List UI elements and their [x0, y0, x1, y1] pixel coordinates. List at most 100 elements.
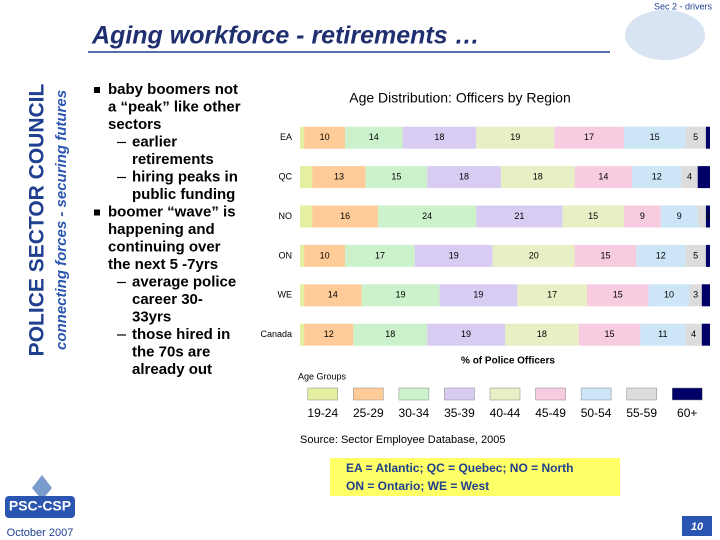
data-label: 19	[510, 132, 520, 142]
data-label: 18	[434, 132, 444, 142]
tagline: connecting forces - securing futures	[53, 90, 70, 350]
bar-segment	[304, 244, 346, 267]
data-label: 15	[605, 329, 615, 339]
bar-segment	[365, 166, 428, 189]
bullet-marker	[94, 209, 100, 216]
logo-box	[5, 496, 75, 518]
bar-segment	[361, 284, 440, 307]
bar-segment	[427, 323, 505, 346]
bar-segment	[705, 205, 710, 228]
bar-segment	[640, 323, 686, 346]
bar-segment	[312, 205, 378, 228]
bullet-marker	[94, 87, 100, 93]
chart-title: Age Distribution: Officers by Region	[349, 90, 571, 106]
legend-label: 45-49	[535, 406, 566, 420]
bullet-text: public funding	[132, 186, 235, 203]
bullet-text: 33yrs	[132, 308, 171, 325]
bar-segment	[574, 166, 633, 189]
bar-segment	[476, 126, 555, 149]
data-label: 5	[693, 132, 698, 142]
bar-segment	[500, 166, 575, 189]
bar-segment	[705, 126, 710, 149]
bullet-text: retirements	[132, 151, 214, 168]
bar-segment	[505, 323, 579, 346]
bar-segment	[300, 166, 313, 189]
legend-label: 40-44	[490, 406, 521, 420]
data-label: 16	[340, 211, 350, 221]
bar-segment	[689, 284, 702, 307]
data-label: 15	[391, 171, 401, 181]
bar-segment	[685, 126, 706, 149]
bar-segment	[427, 166, 501, 189]
bullet-text: average police	[132, 273, 236, 290]
data-label: 12	[656, 250, 666, 260]
bar-segment	[705, 244, 710, 267]
bar-segment	[304, 284, 362, 307]
bar-segment	[701, 323, 710, 346]
y-tick-label: EA	[280, 132, 292, 142]
data-label: 17	[375, 250, 385, 260]
note: EA = Atlantic; QC = Quebec; NO = North	[346, 461, 573, 475]
bar-segment	[697, 205, 706, 228]
x-axis-label: % of Police Officers	[461, 356, 555, 367]
legend-swatch	[580, 387, 612, 401]
data-label: 4	[691, 329, 696, 339]
bar-segment	[300, 126, 305, 149]
bar-segment	[587, 284, 649, 307]
bar-segment	[632, 166, 682, 189]
bar-segment	[304, 126, 346, 149]
section-label: Sec 2 - drivers	[654, 1, 713, 11]
data-label: 14	[328, 290, 338, 300]
bar-segment	[623, 126, 686, 149]
bar-segment	[636, 244, 686, 267]
legend-label: 35-39	[444, 406, 475, 420]
bullet-text: already out	[132, 361, 212, 378]
y-tick-label: Canada	[260, 329, 292, 339]
org-name: POLICE SECTOR COUNCIL	[26, 84, 49, 357]
legend-swatch	[489, 387, 521, 401]
legend-label: 25-29	[353, 406, 384, 420]
data-label: 15	[650, 132, 660, 142]
data-label: 19	[461, 329, 471, 339]
bullet-text: happening and	[108, 221, 215, 238]
data-label: 17	[547, 290, 557, 300]
note: ON = Ontario; WE = West	[346, 479, 489, 493]
data-label: 18	[385, 329, 395, 339]
legend-label: 30-34	[399, 406, 430, 420]
bar-segment	[578, 323, 641, 346]
bar-segment	[402, 126, 477, 149]
bar-segment	[574, 244, 637, 267]
data-label: 17	[584, 132, 594, 142]
bullet-text: a “peak” like other	[108, 98, 241, 115]
bar-segment	[377, 205, 477, 228]
data-label: 15	[588, 211, 598, 221]
data-label: 13	[334, 171, 344, 181]
data-label: 9	[640, 211, 645, 221]
bar-segment	[701, 284, 710, 307]
bar-segment	[345, 244, 415, 267]
bar-segment	[439, 284, 518, 307]
legend-swatch	[353, 387, 384, 401]
bullet-text: career 30-	[132, 291, 203, 308]
legend-swatch	[444, 387, 475, 401]
bar-segment	[300, 323, 305, 346]
data-label: 1	[705, 211, 710, 221]
bar-segment	[304, 323, 354, 346]
legend-label: 50-54	[581, 406, 612, 420]
legend-title: Age Groups	[298, 371, 347, 381]
bar-segment	[685, 323, 702, 346]
legend-label: 60+	[677, 406, 697, 420]
data-label: 21	[514, 211, 524, 221]
data-label: 10	[320, 132, 330, 142]
bar-segment	[300, 244, 305, 267]
bullet-text: the next 5 -7yrs	[108, 256, 218, 273]
data-label: 19	[449, 250, 459, 260]
bullet-text: baby boomers not	[108, 81, 238, 98]
data-label: 18	[533, 171, 543, 181]
decor	[625, 10, 705, 60]
legend-label: 55-59	[626, 406, 657, 420]
y-tick-label: QC	[279, 171, 293, 181]
data-label: 12	[652, 171, 662, 181]
slide-title: Aging workforce - retirements …	[91, 22, 480, 50]
